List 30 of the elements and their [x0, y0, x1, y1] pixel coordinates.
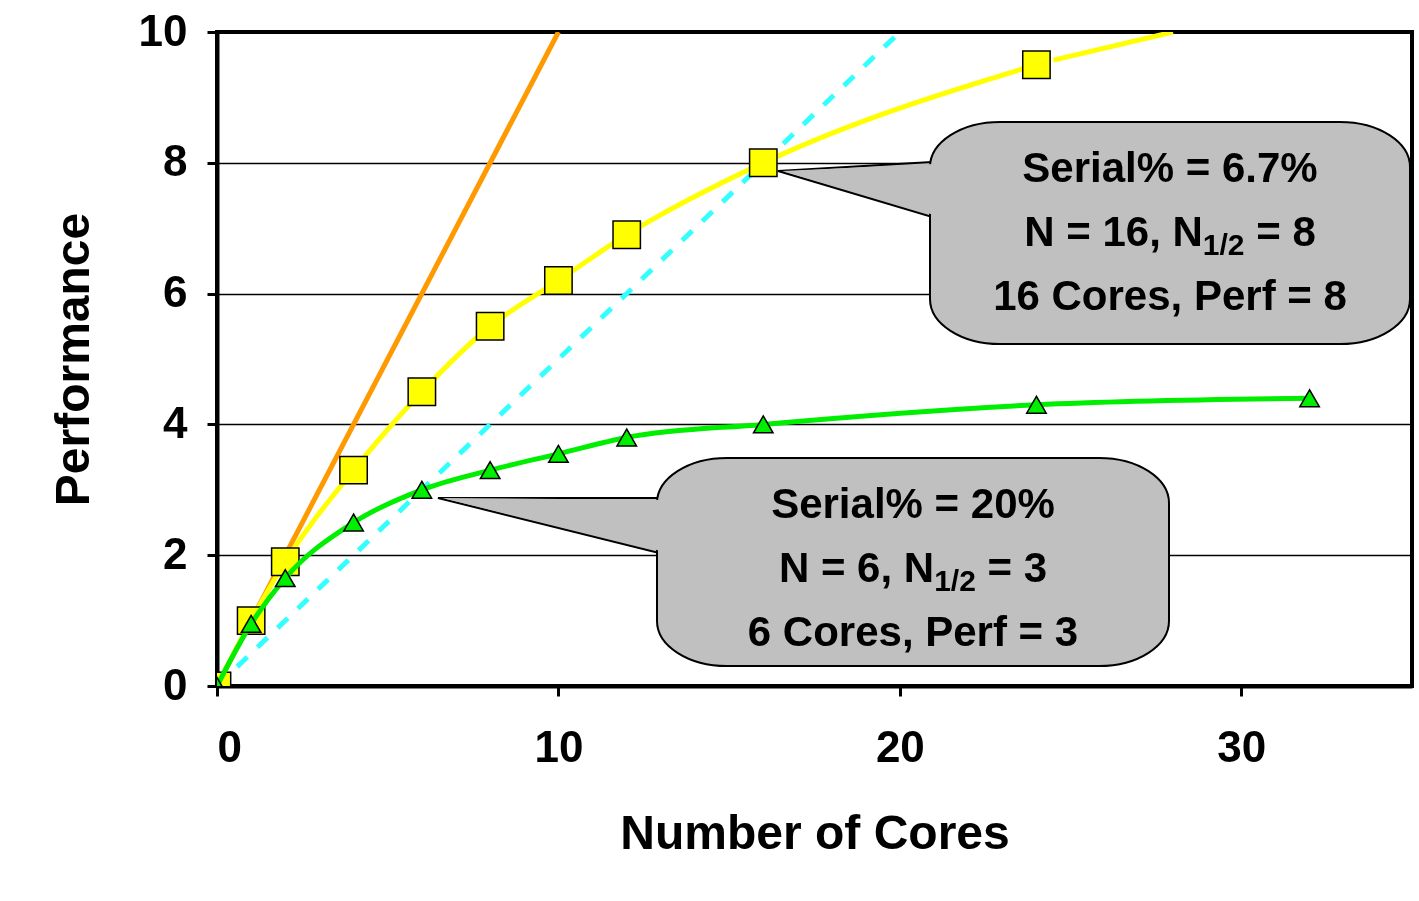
- annotation: Serial% = 20% N = 6, N$_{1/2}$ = 3 6 Cores, Perf = 3: [746, 479, 1080, 657]
- point: [274, 568, 296, 588]
- point: [343, 513, 365, 532]
- point: [547, 444, 569, 464]
- y-tick-label: 2: [163, 528, 188, 578]
- point: [752, 415, 774, 434]
- x-tick-label: 20: [875, 721, 925, 771]
- annotation: Serial% = 6.7% N = 16, N$_{1/2}$ = 8 16 Cores, Perf = 8: [992, 143, 1348, 321]
- x-tick-label: 0: [217, 721, 242, 771]
- point: [411, 480, 433, 499]
- point: [748, 148, 778, 178]
- point: [1299, 389, 1321, 408]
- x-axis-title: Number of Cores: [620, 805, 1010, 859]
- point: [475, 311, 505, 341]
- point: [407, 377, 437, 407]
- x-tick-label: 10: [534, 721, 584, 771]
- point: [1025, 395, 1047, 414]
- point: [1021, 50, 1051, 80]
- y-tick-label: 6: [163, 267, 188, 317]
- y-tick-label: 10: [138, 5, 188, 55]
- y-tick-label: 4: [163, 397, 189, 447]
- x-tick-label: 30: [1217, 721, 1267, 771]
- y-axis-title: Performance: [45, 212, 99, 507]
- point: [616, 428, 638, 447]
- y-tick-label: 0: [163, 659, 188, 709]
- point: [543, 266, 573, 295]
- y-tick-label: 8: [163, 136, 188, 186]
- point: [339, 455, 369, 485]
- point: [479, 460, 501, 480]
- point: [612, 220, 642, 250]
